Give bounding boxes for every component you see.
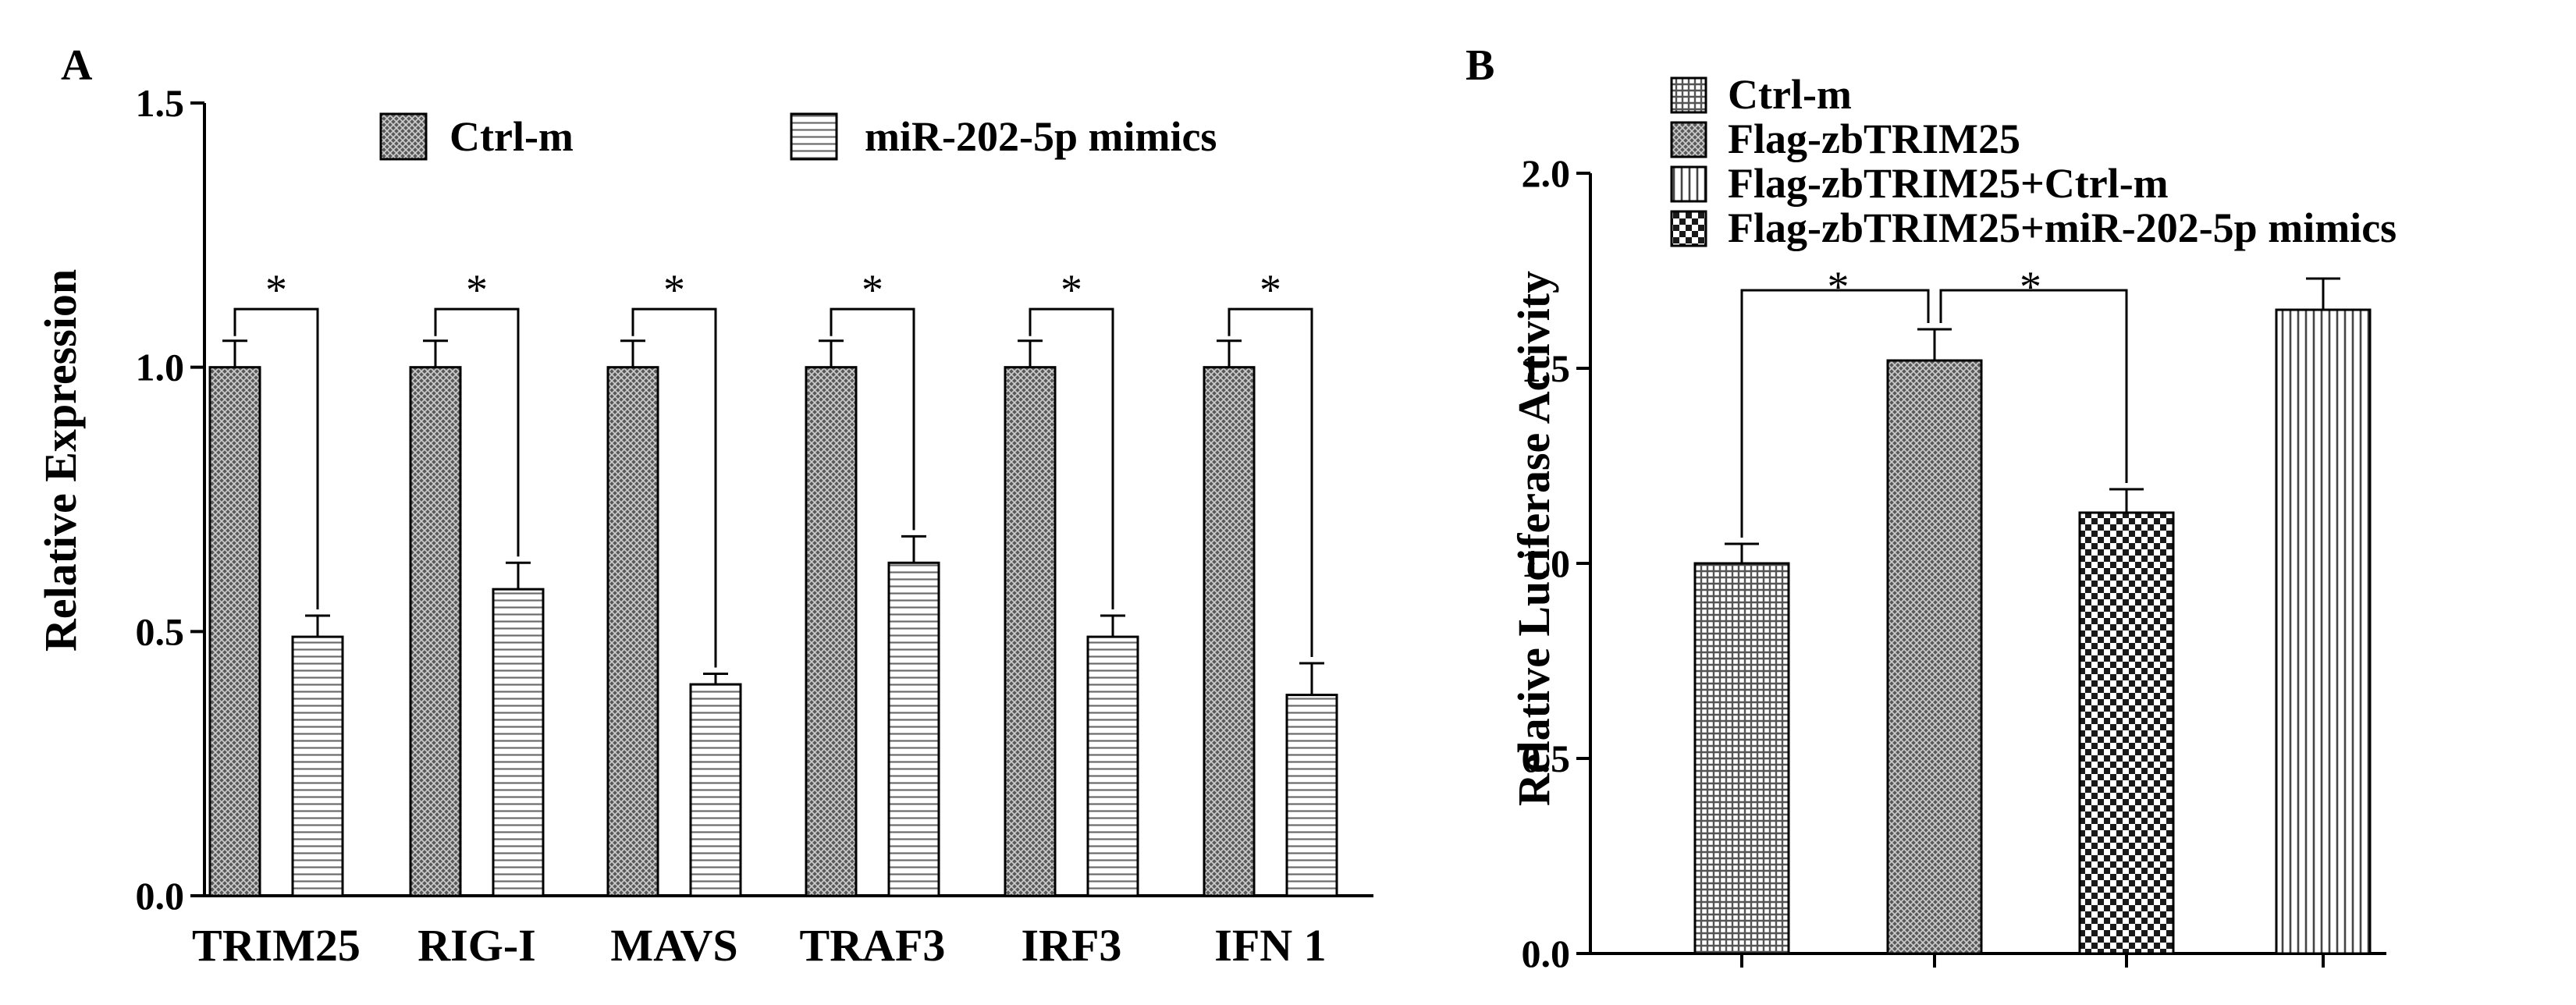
panel-a-bar-ctrl bbox=[606, 366, 659, 897]
panel-b-plot: 0.0 0.5 1.0 1.5 2.0 * * bbox=[1522, 151, 2386, 975]
panel-b-significance-bracket bbox=[1740, 289, 1930, 538]
panel-b-bar bbox=[1693, 562, 1790, 955]
panel-a-category-label: RIG-I bbox=[417, 920, 535, 971]
panel-a-label: A bbox=[61, 41, 93, 90]
panel-b-significance-star: * bbox=[1828, 263, 1849, 311]
panel-b-legend-2: Flag-zbTRIM25+Ctrl-m bbox=[1728, 160, 2169, 207]
panel-b-legend-0: Ctrl-m bbox=[1728, 71, 1852, 118]
panel-a-significance-star: * bbox=[663, 266, 685, 314]
panel-b-ytick-label: 1.0 bbox=[1522, 542, 1571, 585]
panel-a-bar-ctrl bbox=[805, 366, 858, 897]
panel-b-significance-bracket bbox=[1939, 289, 2128, 483]
panel-a-significance-bracket bbox=[631, 307, 717, 668]
panel-a-legend-swatch-mimics bbox=[790, 112, 838, 161]
panel-a-significance-bracket bbox=[1228, 307, 1313, 657]
panel-a-significance-star: * bbox=[466, 266, 488, 314]
panel-b-ytick-label: 0.0 bbox=[1522, 932, 1571, 975]
panel-a-ytick-label: 1.5 bbox=[136, 81, 185, 125]
panel-a-legend-swatch-ctrl bbox=[379, 112, 428, 161]
panel-b-significance-star: * bbox=[2020, 263, 2041, 311]
panel-b-legend-swatch-2 bbox=[1670, 165, 1707, 203]
panel-a-ytick-label: 0.5 bbox=[136, 609, 185, 653]
panel-a-category-label: TRIM25 bbox=[192, 920, 361, 971]
panel-b-ytick-label: 2.0 bbox=[1522, 151, 1571, 195]
panel-b-bar bbox=[2275, 308, 2372, 955]
panel-b-legend-swatch-3 bbox=[1670, 210, 1707, 247]
panel-a-ylabel: Relative Expression bbox=[35, 269, 86, 652]
panel-a-ytick-label: 0.0 bbox=[136, 874, 185, 918]
panel-a-legend-mimics: miR-202-5p mimics bbox=[865, 113, 1217, 160]
panel-a-bar-mimics bbox=[689, 683, 742, 897]
panel-a-category-label: IRF3 bbox=[1022, 920, 1122, 971]
panel-a-significance-bracket bbox=[830, 307, 915, 531]
panel-a-category-label: TRAF3 bbox=[800, 920, 946, 971]
panel-b-legend-swatch-0 bbox=[1670, 76, 1707, 114]
panel-a-category-label: IFN 1 bbox=[1214, 920, 1326, 971]
panel-a-significance-star: * bbox=[1260, 266, 1281, 314]
panel-a-ytick-label: 1.0 bbox=[136, 346, 185, 389]
panel-a-plot: 0.0 0.5 1.0 1.5 * TRIM25 * RIG-I * MAVS * TRAF3 * IRF… bbox=[136, 81, 1373, 971]
panel-b-bar bbox=[2078, 511, 2175, 955]
panel-a-bar-mimics bbox=[1285, 694, 1338, 897]
panel-a-bar-ctrl bbox=[409, 366, 462, 897]
panel-a-bar-mimics bbox=[1086, 635, 1139, 897]
panel-a-bar-mimics bbox=[291, 635, 344, 897]
panel-b-legend-3: Flag-zbTRIM25+miR-202-5p mimics bbox=[1728, 204, 2397, 251]
panel-a-significance-star: * bbox=[862, 266, 883, 314]
panel-a-significance-star: * bbox=[265, 266, 287, 314]
panel-a-significance-bracket bbox=[434, 307, 520, 557]
panel-a-bar-ctrl bbox=[208, 366, 261, 897]
panel-a-significance-bracket bbox=[233, 307, 319, 610]
panel-b-ytick-label: 0.5 bbox=[1522, 737, 1571, 780]
panel-a-category-label: MAVS bbox=[610, 920, 737, 971]
panel-a-bar-mimics bbox=[492, 588, 545, 897]
panel-b-bar bbox=[1886, 359, 1983, 955]
panel-b-ytick-label: 1.5 bbox=[1522, 346, 1571, 390]
panel-b-label: B bbox=[1466, 41, 1494, 90]
panel-a-bar-ctrl bbox=[1203, 366, 1256, 897]
panel-a-significance-bracket bbox=[1029, 307, 1114, 610]
panel-b-legend-swatch-1 bbox=[1670, 121, 1707, 158]
panel-a-bar-ctrl bbox=[1004, 366, 1057, 897]
panel-a-bar-mimics bbox=[887, 561, 940, 897]
panel-b-legend-1: Flag-zbTRIM25 bbox=[1728, 115, 2020, 162]
panel-b-ylabel: Relative Luciferase Activity bbox=[1508, 271, 1559, 806]
panel-a-legend-ctrl: Ctrl-m bbox=[449, 113, 574, 160]
panel-a-significance-star: * bbox=[1061, 266, 1082, 314]
